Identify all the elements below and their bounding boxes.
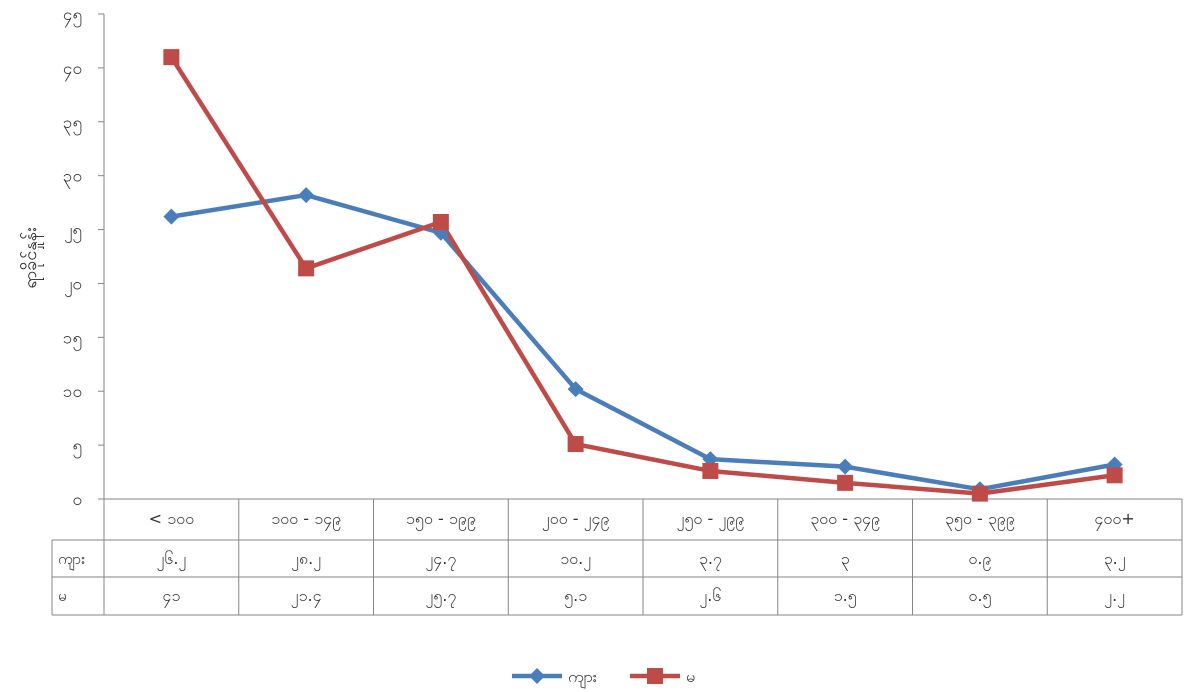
category-label: ၂၅၀ - ၂၉၉: [677, 509, 745, 531]
category-label: ၄၀၀+: [1094, 509, 1134, 531]
data-point: [298, 187, 315, 204]
data-table: < ၁၀၀ ၁၀၀ - ၁၄၉ ၁၅၀ - ၁၉၉ ၂၀၀ - ၂၄၉ ၂၅၀ - ၂၉…: [51, 498, 1183, 616]
category-label: ၁၀၀ - ၁၄၉: [271, 509, 341, 531]
category-label: ၃၀၀ - ၃၄၉: [810, 509, 880, 531]
y-tick-label: ၁၀: [63, 382, 82, 402]
legend-label: မ: [686, 667, 695, 686]
series-lines: [169, 55, 1116, 496]
legend: ကျား မ: [512, 667, 695, 689]
table-cell-value: ၂.၂: [1104, 586, 1125, 608]
data-point: [567, 436, 584, 453]
category-label: ၃၅၀ - ၃၉၉: [945, 509, 1015, 531]
y-tick-label: ၂၅: [64, 221, 82, 244]
legend-marker: [529, 668, 545, 684]
table-cell-value: ၀.၉: [968, 549, 991, 571]
table-cell-value: ၂၅.၇: [425, 586, 456, 608]
y-tick-label: ၄၅: [63, 5, 82, 28]
category-label: ၁၅၀ - ၁၉၉: [406, 509, 476, 531]
table-cell-value: ၂၆.၂: [156, 549, 186, 571]
data-point: [432, 214, 449, 231]
data-point: [702, 462, 719, 479]
y-tick-label: ၁၅: [63, 328, 82, 351]
table-cell-value: ၅.၁: [564, 586, 587, 608]
table-cell-value: ၂၁.၄: [291, 586, 322, 608]
legend-label: ကျား: [568, 667, 597, 689]
table-cell-value: ၂၄.၇: [425, 549, 456, 571]
table-cell-value: ၃.၇: [699, 549, 722, 571]
data-point: [971, 485, 988, 502]
data-point: [298, 260, 315, 277]
series-markers: [163, 49, 1123, 502]
category-label: < ၁၀၀: [149, 509, 195, 528]
y-axis-label: ရာခိုင်နှုန်း: [20, 227, 44, 288]
series-line: [171, 192, 1116, 492]
data-point: [163, 49, 180, 66]
y-tick-label: ၂၀: [64, 274, 82, 297]
data-point: [163, 208, 180, 225]
table-series-name: မ: [58, 587, 67, 605]
table-cell-value: ၄၁: [162, 586, 180, 608]
table-cell-value: ၁၀.၂: [560, 549, 591, 571]
y-tick-label: ၃၅: [63, 113, 82, 136]
y-tick-label: ၄၀: [63, 59, 82, 82]
y-ticks: ၀ ၅ ၁၀ ၁၅ ၂၀ ၂၅ ၃၀ ၃၅ ၄၀ ၄၅: [63, 5, 104, 510]
legend-marker: [647, 668, 663, 684]
data-point: [1106, 467, 1123, 484]
table-series-name: ကျား: [58, 550, 85, 571]
table-cell-value: ၂၈.၂: [291, 549, 321, 571]
y-tick-label: ၃၀: [63, 167, 82, 190]
table-cell-value: ၀.၅: [968, 586, 991, 608]
series-line: [169, 55, 1115, 496]
data-point: [567, 381, 584, 398]
y-tick-label: ၀: [72, 490, 82, 510]
data-point: [837, 474, 854, 491]
table-cell-value: ၃: [841, 549, 850, 571]
table-cell-value: ၁.၅: [834, 586, 857, 608]
category-label: ၂၀၀ - ၂၄၉: [542, 509, 610, 531]
table-cell-value: ၃.၂: [1104, 549, 1126, 571]
y-tick-label: ၅: [72, 436, 82, 459]
data-point: [837, 458, 854, 475]
table-cell-value: ၂.၆: [699, 586, 721, 608]
